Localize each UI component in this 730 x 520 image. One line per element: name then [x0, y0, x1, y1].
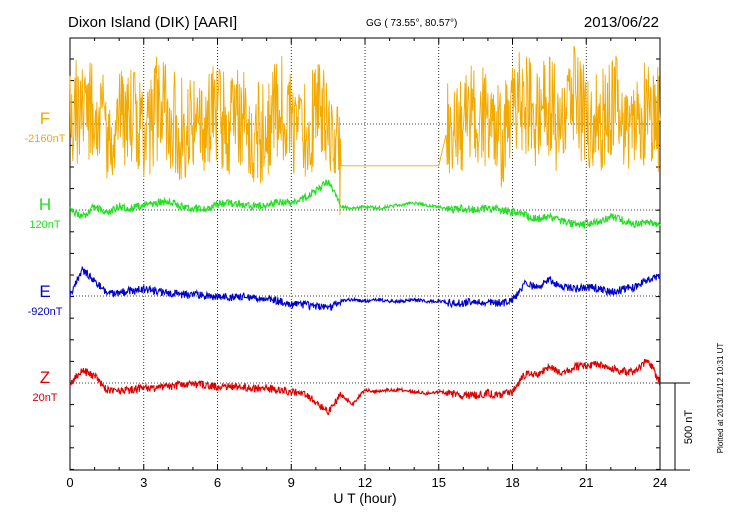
grid-lines — [70, 38, 660, 470]
x-tick-label: 0 — [66, 475, 73, 490]
series-f-name: F — [40, 109, 50, 128]
series-labels: F -2160nT H 120nT E -920nT Z 20nT — [25, 109, 66, 404]
series-e-line — [69, 266, 661, 312]
series-z-name: Z — [40, 368, 50, 387]
x-tick-label: 6 — [214, 475, 221, 490]
station-title: Dixon Island (DIK) [AARI] — [68, 14, 237, 31]
x-tick-label: 3 — [140, 475, 147, 490]
date-label: 2013/06/22 — [584, 14, 659, 31]
series-f-line — [69, 45, 661, 216]
x-tick-label: 18 — [505, 475, 519, 490]
x-tick-label: 24 — [653, 475, 667, 490]
series-z-line — [69, 358, 661, 416]
axis-ticks: 0 3 6 9 12 15 18 21 24 — [66, 38, 667, 490]
series-f-baseline: -2160nT — [25, 133, 66, 145]
scale-bar: 500 nT — [660, 382, 695, 471]
series-e-baseline: -920nT — [28, 306, 63, 318]
plotted-timestamp: Plotted at 2013/11/12 10:31 UT — [716, 343, 725, 454]
series-h-line — [69, 179, 661, 230]
series-group — [69, 45, 661, 416]
coordinates-label: GG ( 73.55°, 80.57°) — [366, 18, 457, 29]
series-h-baseline: 120nT — [29, 219, 60, 231]
x-axis-label: U T (hour) — [333, 490, 396, 506]
series-h-name: H — [39, 195, 51, 214]
x-tick-label: 9 — [288, 475, 295, 490]
scale-bar-label: 500 nT — [683, 410, 695, 445]
series-e-name: E — [39, 282, 50, 301]
x-tick-label: 21 — [579, 475, 593, 490]
series-z-baseline: 20nT — [32, 392, 57, 404]
x-tick-label: 15 — [432, 475, 446, 490]
x-tick-label: 12 — [358, 475, 372, 490]
